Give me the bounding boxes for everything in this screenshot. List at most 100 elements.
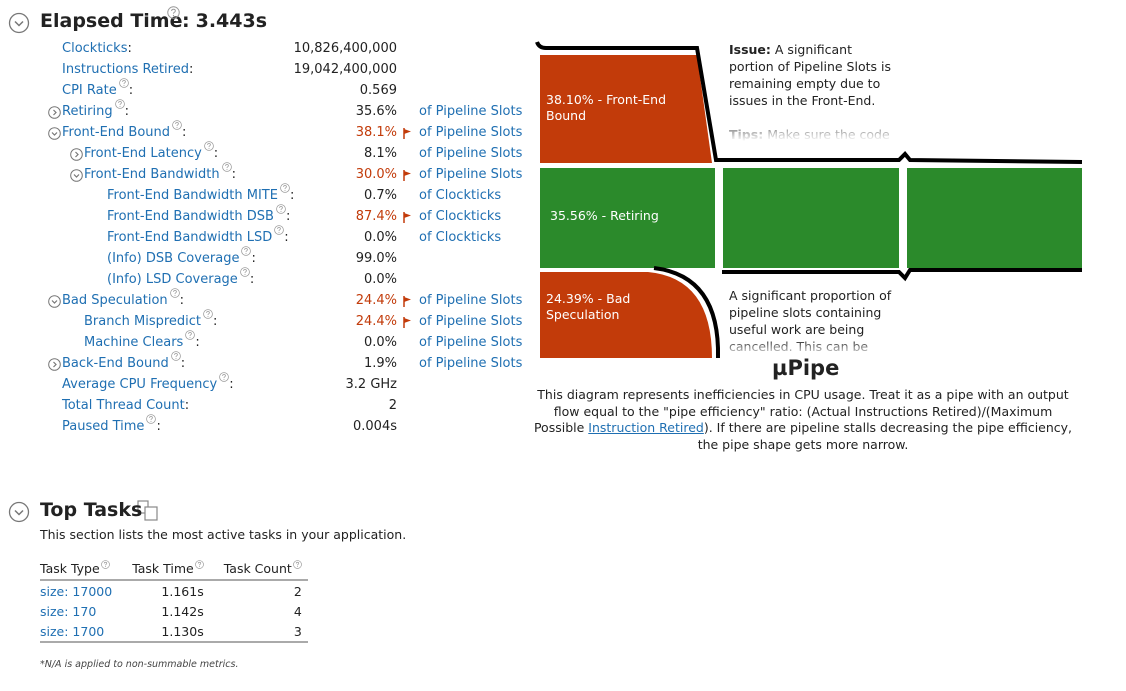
metric-link[interactable]: Front-End Bandwidth xyxy=(84,167,220,182)
metric-value: 0.7% xyxy=(363,188,397,203)
help-icon[interactable] xyxy=(219,371,230,386)
colon xyxy=(214,146,218,161)
metric-link[interactable]: Back-End Bound xyxy=(62,356,169,371)
metric-value: 99.0% xyxy=(355,251,397,266)
metric-value: 24.4% xyxy=(355,314,397,329)
help-glyph xyxy=(221,162,232,172)
metric-link[interactable]: Front-End Bandwidth LSD xyxy=(107,230,273,245)
colon xyxy=(182,125,186,140)
task-row: size: 17000 1.161s 2 xyxy=(40,580,308,601)
help-icon[interactable] xyxy=(114,98,125,113)
pipe-description: This diagram represents inefficiencies i… xyxy=(527,387,1079,453)
help-icon[interactable] xyxy=(276,203,286,218)
metric-label: Machine Clears xyxy=(84,330,200,350)
toggle[interactable] xyxy=(8,501,30,523)
help-icon[interactable] xyxy=(169,287,180,302)
link[interactable]: Instruction Retired xyxy=(588,420,704,435)
section-description: This section lists the most active tasks… xyxy=(40,527,407,542)
metric-link[interactable]: Paused Time xyxy=(62,419,145,434)
help-icon[interactable] xyxy=(100,557,110,572)
task-row: size: 170 1.142s 4 xyxy=(40,601,308,621)
help-glyph xyxy=(170,351,181,361)
colon xyxy=(185,398,189,413)
toggle[interactable] xyxy=(48,295,61,312)
toggle[interactable] xyxy=(48,106,61,123)
help-icon[interactable] xyxy=(280,182,290,197)
metric-link[interactable]: Front-End Bandwidth MITE xyxy=(107,188,278,203)
tips-text: Make sure the code xyxy=(767,127,890,141)
colon xyxy=(213,314,217,329)
help-icon[interactable] xyxy=(172,119,182,134)
help-icon[interactable] xyxy=(240,266,250,281)
metric-link[interactable]: Average CPU Frequency xyxy=(62,377,218,392)
metric-unit: of Clockticks xyxy=(419,209,502,224)
metric-label: (Info) LSD Coverage xyxy=(107,267,254,287)
metric-link[interactable]: Front-End Latency xyxy=(84,146,202,161)
metric-link[interactable]: Machine Clears xyxy=(84,335,184,350)
colon xyxy=(232,167,236,182)
help-icon[interactable] xyxy=(194,557,204,572)
help-icon[interactable] xyxy=(203,308,213,323)
metric-link[interactable]: (Info) DSB Coverage xyxy=(107,251,240,266)
metric-value: 87.4% xyxy=(355,209,397,224)
metric-link[interactable]: Total Thread Count xyxy=(62,398,185,413)
task-link[interactable]: size: 17000 xyxy=(40,584,113,599)
task-link[interactable]: size: 170 xyxy=(40,604,97,619)
metric-label: Bad Speculation xyxy=(62,288,184,308)
metric-link[interactable]: Branch Mispredict xyxy=(84,314,202,329)
task-cell: 1.161s xyxy=(161,584,204,599)
metric-link[interactable]: Front-End Bandwidth DSB xyxy=(107,209,274,224)
help-icon[interactable] xyxy=(204,140,214,155)
column-header: Task Type xyxy=(40,557,119,581)
metric-link[interactable]: Retiring xyxy=(62,104,113,119)
task-link[interactable]: size: 1700 xyxy=(40,621,119,643)
header-text: Task Count xyxy=(223,561,292,576)
toggle[interactable] xyxy=(8,12,30,34)
help-glyph xyxy=(241,246,252,256)
flag-icon xyxy=(403,170,412,185)
pipe-outline xyxy=(535,41,1083,164)
metric-unit: of Pipeline Slots xyxy=(419,167,523,182)
help-icon[interactable] xyxy=(118,77,129,92)
flag-icon xyxy=(403,128,412,143)
metric-unit: of Clockticks xyxy=(419,188,502,203)
toggle[interactable] xyxy=(48,358,61,375)
metric-link[interactable]: Instructions Retired xyxy=(62,62,189,77)
toggle[interactable] xyxy=(70,169,83,186)
metric-value: 0.004s xyxy=(353,419,397,434)
copy-icon[interactable] xyxy=(137,500,158,521)
help-glyph xyxy=(118,78,129,88)
help-icon[interactable] xyxy=(241,245,252,260)
help-icon[interactable] xyxy=(146,413,157,428)
metric-link[interactable]: Clockticks xyxy=(62,41,128,56)
metric-link[interactable]: CPI Rate xyxy=(62,83,117,98)
metric-link[interactable]: Front-End Bound xyxy=(62,125,171,140)
help-glyph xyxy=(276,204,286,214)
help-icon[interactable] xyxy=(170,350,181,365)
help-icon[interactable] xyxy=(221,161,232,176)
pipe-label: 38.10% - Front-End Bound xyxy=(546,92,667,123)
task-cell: 3 xyxy=(209,621,308,643)
help-icon[interactable] xyxy=(167,6,180,23)
help-glyph xyxy=(203,309,213,319)
flag-icon xyxy=(403,296,412,311)
help-icon[interactable] xyxy=(292,557,302,572)
help-glyph xyxy=(185,330,196,340)
colon xyxy=(181,356,185,371)
toggle[interactable] xyxy=(70,148,83,165)
help-glyph xyxy=(240,267,250,277)
issue-note: A significant proportion of pipeline slo… xyxy=(729,288,892,354)
header-row: Task Type Task Time Task Count xyxy=(40,557,308,581)
metric-link[interactable]: Bad Speculation xyxy=(62,293,168,308)
toggle[interactable] xyxy=(48,127,61,144)
metric-unit: of Pipeline Slots xyxy=(419,146,523,161)
colon xyxy=(129,83,133,98)
pipe-outline xyxy=(653,266,721,359)
help-icon[interactable] xyxy=(185,329,196,344)
help-glyph xyxy=(167,6,180,19)
colon xyxy=(250,272,254,287)
metric-value: 30.0% xyxy=(355,167,397,182)
column-header: Task Count xyxy=(209,557,308,581)
metric-link[interactable]: (Info) LSD Coverage xyxy=(107,272,238,287)
help-icon[interactable] xyxy=(274,224,285,239)
